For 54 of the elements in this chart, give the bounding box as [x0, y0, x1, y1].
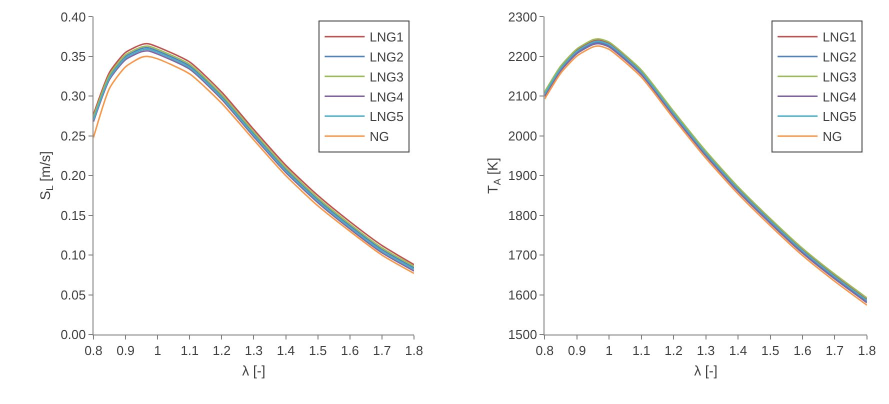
legend-label: LNG5: [370, 109, 404, 124]
legend-label: LNG4: [822, 89, 857, 104]
y-tick-label: 0.05: [60, 287, 86, 302]
y-tick-label: 1700: [508, 248, 538, 263]
x-tick-label: 1.1: [632, 343, 650, 358]
y-tick-label: 1600: [508, 287, 538, 302]
legend-label: LNG5: [822, 109, 857, 124]
x-tick-label: 1.8: [404, 343, 424, 358]
x-tick-label: 1.3: [696, 343, 715, 358]
x-tick-label: 1: [606, 343, 613, 358]
legend-label: LNG1: [370, 30, 404, 45]
legend-label: LNG3: [370, 69, 404, 84]
x-axis-title: λ [-]: [242, 362, 266, 378]
x-tick-label: 1: [154, 343, 162, 358]
legend-label: LNG2: [370, 50, 404, 65]
legend-label: LNG1: [822, 30, 857, 45]
y-tick-label: 0.00: [60, 327, 86, 342]
x-tick-label: 0.9: [568, 343, 586, 358]
y-tick-label: 1800: [508, 208, 538, 223]
y-tick-label: 2300: [508, 9, 538, 24]
legend-label: LNG2: [822, 50, 857, 65]
y-tick-label: 0.10: [60, 248, 86, 263]
y-tick-label: 2200: [508, 49, 538, 64]
x-tick-label: 0.8: [536, 343, 554, 358]
x-tick-label: 0.8: [84, 343, 103, 358]
y-tick-label: 1900: [508, 168, 538, 184]
y-tick-label: 2000: [508, 128, 538, 144]
x-tick-label: 0.9: [116, 343, 135, 358]
y-tick-label: 0.35: [60, 49, 86, 64]
y-tick-label: 0.15: [60, 208, 86, 223]
y-tick-label: 0.20: [60, 168, 86, 184]
y-tick-label: 0.40: [60, 9, 86, 24]
x-tick-label: 1.1: [180, 343, 199, 358]
x-tick-label: 1.3: [244, 343, 263, 358]
x-tick-label: 1.7: [826, 343, 844, 358]
x-tick-label: 1.2: [212, 343, 231, 358]
legend-label: NG: [822, 129, 842, 144]
legend-label: LNG4: [370, 89, 404, 104]
legend-label: NG: [370, 129, 390, 144]
y-tick-label: 0.30: [60, 88, 86, 104]
y-tick-label: 0.25: [60, 128, 86, 144]
x-tick-label: 1.6: [793, 343, 812, 358]
x-tick-label: 1.8: [858, 343, 876, 358]
x-tick-label: 1.4: [276, 343, 295, 358]
x-axis-title: λ [-]: [694, 362, 718, 378]
x-tick-label: 1.5: [308, 343, 327, 358]
x-tick-label: 1.4: [728, 343, 748, 358]
y-tick-label: 2100: [508, 88, 538, 104]
x-tick-label: 1.2: [664, 343, 683, 358]
x-tick-label: 1.6: [340, 343, 359, 358]
y-tick-label: 1500: [508, 327, 538, 342]
x-tick-label: 1.5: [761, 343, 780, 358]
legend-label: LNG3: [822, 69, 857, 84]
x-tick-label: 1.7: [372, 343, 392, 358]
